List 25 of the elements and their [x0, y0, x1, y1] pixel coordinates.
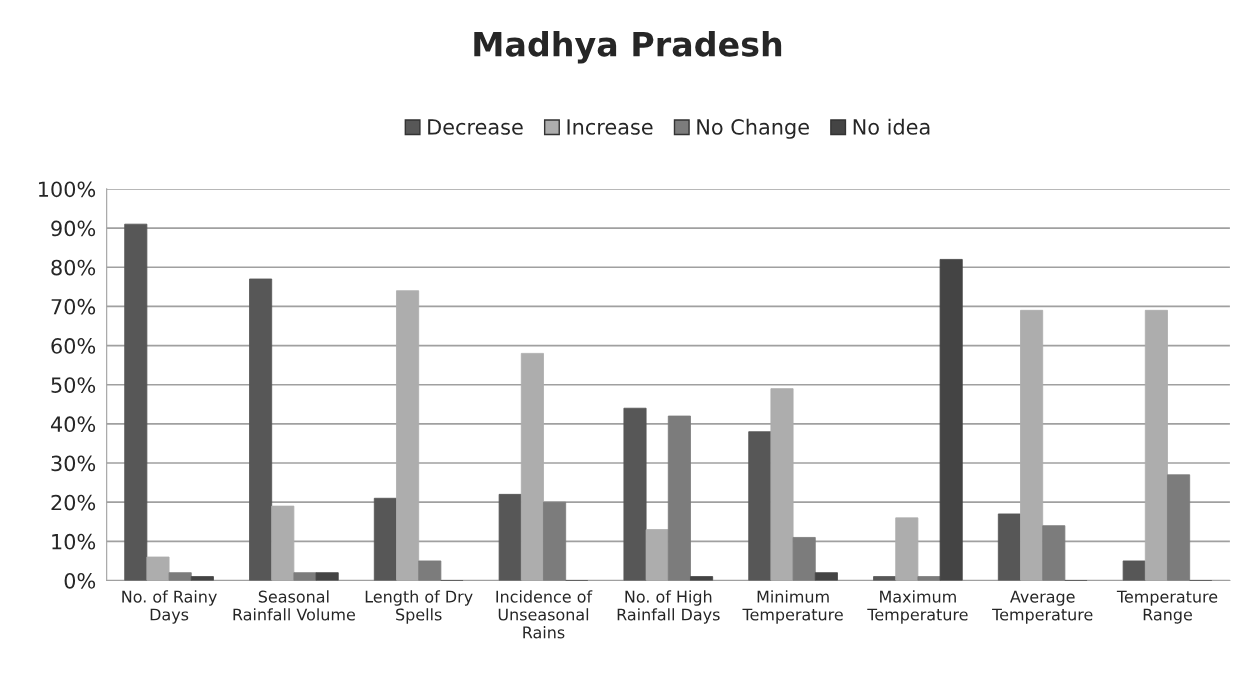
y-tick-label: 60%	[51, 338, 96, 354]
x-tick-label: Average Temperature	[992, 590, 1093, 624]
x-tick-label: Maximum Temperature	[867, 590, 968, 624]
y-tick-label: 80%	[51, 259, 96, 276]
x-tick-label: No. of Rainy Days	[122, 590, 217, 624]
y-tick-label: 100%	[38, 181, 96, 198]
y-tick-label: 40%	[50, 416, 96, 433]
x-tick-label: No. of High Rainfall Days	[617, 590, 720, 624]
legend-label: No Change	[697, 118, 809, 139]
y-tick-label: 0%	[64, 572, 96, 589]
x-tick-label: Length of Dry Spells	[365, 590, 473, 624]
x-tick-label: Seasonal Rainfall Volume	[233, 590, 355, 621]
y-tick-label: 10%	[52, 533, 96, 550]
y-tick-label: 90%	[51, 220, 96, 237]
x-tick-label: Temperature Range	[1116, 590, 1218, 624]
x-tick-label: Incidence of Unseasonal Rains	[496, 590, 593, 639]
y-tick-label: 20%	[51, 494, 96, 511]
y-tick-label: 50%	[51, 377, 96, 393]
legend-label: No idea	[853, 118, 930, 135]
legend-label: Decrease	[428, 119, 523, 135]
y-tick-label: 70%	[51, 298, 96, 315]
y-tick-label: 30%	[51, 455, 96, 472]
chart-title: Madhya Pradesh	[474, 30, 782, 64]
legend-label: Increase	[567, 119, 653, 135]
x-tick-label: Minimum Temperature	[742, 590, 843, 624]
